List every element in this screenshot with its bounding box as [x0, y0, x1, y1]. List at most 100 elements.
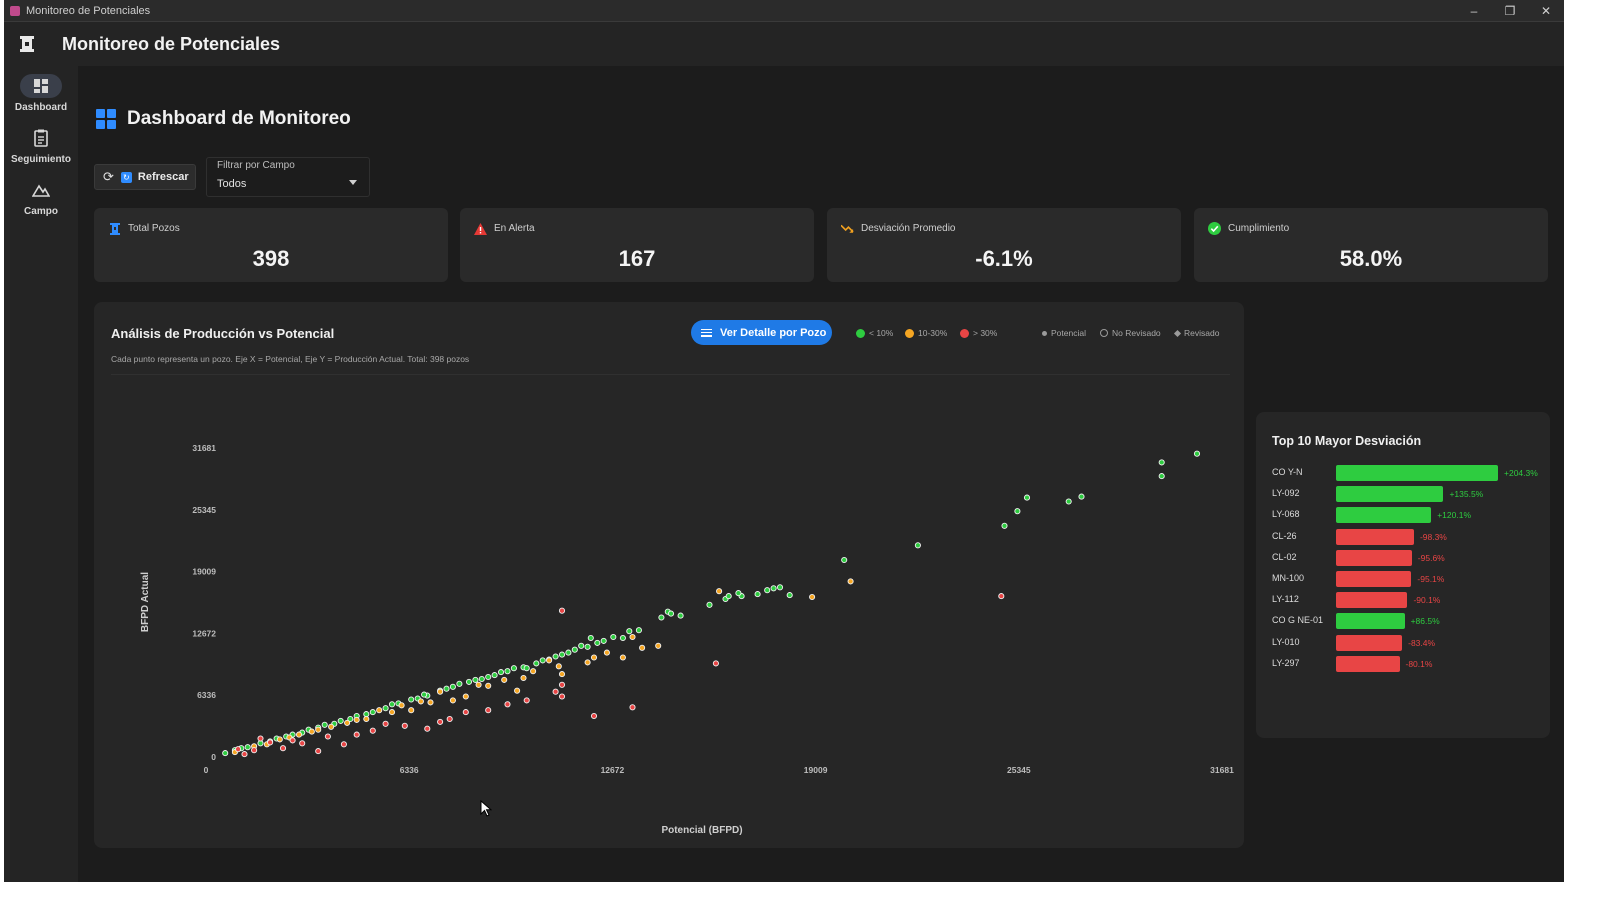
data-point[interactable]	[417, 698, 424, 705]
data-point[interactable]	[735, 590, 742, 597]
data-point[interactable]	[539, 657, 546, 664]
data-point[interactable]	[558, 693, 566, 700]
top10-row[interactable]: LY-297 -80.1%	[1272, 655, 1542, 672]
data-point[interactable]	[363, 711, 370, 718]
data-point[interactable]	[267, 739, 274, 746]
data-point[interactable]	[340, 741, 347, 748]
data-point[interactable]	[639, 644, 646, 651]
data-point[interactable]	[635, 627, 642, 634]
data-point[interactable]	[465, 678, 473, 685]
data-point[interactable]	[401, 722, 408, 729]
data-point[interactable]	[629, 633, 636, 641]
top10-row[interactable]: CO Y-N +204.3%	[1272, 465, 1542, 481]
data-point[interactable]	[251, 747, 258, 754]
data-point[interactable]	[244, 744, 251, 751]
data-point[interactable]	[565, 649, 572, 656]
data-point[interactable]	[1001, 522, 1008, 529]
sidebar-item-campo[interactable]: Campo	[4, 178, 78, 228]
refresh-button[interactable]: ⟳ ↻ Refrescar	[94, 164, 196, 190]
data-point[interactable]	[619, 634, 626, 642]
data-point[interactable]	[324, 733, 331, 740]
data-point[interactable]	[655, 642, 662, 649]
data-point[interactable]	[809, 593, 816, 601]
data-point[interactable]	[398, 702, 405, 709]
data-point[interactable]	[847, 578, 854, 585]
data-point[interactable]	[315, 726, 322, 733]
data-point[interactable]	[353, 731, 360, 738]
close-button[interactable]: ✕	[1540, 4, 1552, 18]
data-point[interactable]	[584, 643, 591, 650]
data-point[interactable]	[295, 731, 303, 738]
data-point[interactable]	[456, 680, 463, 687]
data-point[interactable]	[437, 718, 444, 725]
data-point[interactable]	[770, 585, 777, 592]
data-point[interactable]	[841, 556, 848, 564]
data-point[interactable]	[315, 748, 322, 755]
data-point[interactable]	[619, 654, 626, 661]
data-point[interactable]	[530, 668, 537, 675]
data-point[interactable]	[754, 591, 761, 598]
top10-row[interactable]: LY-068 +120.1%	[1272, 507, 1542, 524]
data-point[interactable]	[786, 592, 793, 599]
data-point[interactable]	[472, 676, 479, 683]
top10-row[interactable]: LY-112 -90.1%	[1272, 592, 1542, 609]
data-point[interactable]	[497, 669, 505, 676]
data-point[interactable]	[421, 691, 428, 698]
data-point[interactable]	[382, 705, 389, 712]
data-point[interactable]	[443, 685, 450, 692]
data-point[interactable]	[289, 737, 296, 744]
data-point[interactable]	[449, 683, 456, 690]
data-point[interactable]	[446, 715, 453, 723]
data-point[interactable]	[590, 712, 598, 720]
data-point[interactable]	[603, 649, 610, 656]
sidebar-item-seguimiento[interactable]: Seguimiento	[4, 126, 78, 176]
data-point[interactable]	[610, 633, 617, 641]
data-point[interactable]	[552, 688, 559, 695]
data-point[interactable]	[578, 642, 585, 649]
data-point[interactable]	[347, 715, 354, 723]
data-point[interactable]	[462, 709, 469, 716]
data-point[interactable]	[523, 665, 530, 672]
data-point[interactable]	[241, 751, 248, 758]
data-point[interactable]	[1014, 508, 1021, 515]
data-point[interactable]	[424, 725, 431, 732]
minimize-button[interactable]: –	[1470, 4, 1478, 18]
data-point[interactable]	[353, 716, 360, 723]
data-point[interactable]	[1193, 450, 1201, 457]
data-point[interactable]	[449, 697, 456, 704]
data-point[interactable]	[478, 675, 485, 683]
data-point[interactable]	[328, 723, 335, 730]
data-point[interactable]	[235, 746, 242, 753]
data-point[interactable]	[276, 736, 283, 743]
data-point[interactable]	[629, 704, 636, 711]
sidebar-item-dashboard[interactable]: Dashboard	[4, 74, 78, 124]
scatter-plot[interactable]: 0 6336 12672 19009 25345 31681 0 6336 12672 19009…	[94, 302, 1244, 848]
data-point[interactable]	[677, 612, 684, 619]
data-point[interactable]	[725, 593, 732, 600]
data-point[interactable]	[571, 646, 578, 653]
data-point[interactable]	[520, 674, 527, 682]
data-point[interactable]	[485, 707, 492, 714]
data-point[interactable]	[408, 696, 415, 703]
data-point[interactable]	[712, 660, 719, 667]
data-point[interactable]	[590, 654, 598, 661]
data-point[interactable]	[321, 721, 328, 728]
data-point[interactable]	[716, 588, 723, 595]
data-point[interactable]	[427, 699, 434, 706]
data-point[interactable]	[523, 697, 530, 704]
data-point[interactable]	[1023, 494, 1031, 501]
data-point[interactable]	[437, 688, 444, 695]
data-point[interactable]	[308, 728, 315, 735]
data-point[interactable]	[475, 681, 482, 688]
view-detail-button[interactable]: Ver Detalle por Pozo	[691, 320, 832, 345]
data-point[interactable]	[587, 634, 594, 642]
data-point[interactable]	[504, 701, 511, 708]
data-point[interactable]	[594, 639, 601, 646]
data-point[interactable]	[584, 659, 591, 666]
data-point[interactable]	[408, 707, 415, 714]
top10-row[interactable]: CO G NE-01 +86.5%	[1272, 613, 1542, 630]
data-point[interactable]	[1078, 493, 1085, 500]
data-point[interactable]	[514, 687, 521, 694]
data-point[interactable]	[558, 681, 566, 688]
data-point[interactable]	[558, 607, 566, 614]
